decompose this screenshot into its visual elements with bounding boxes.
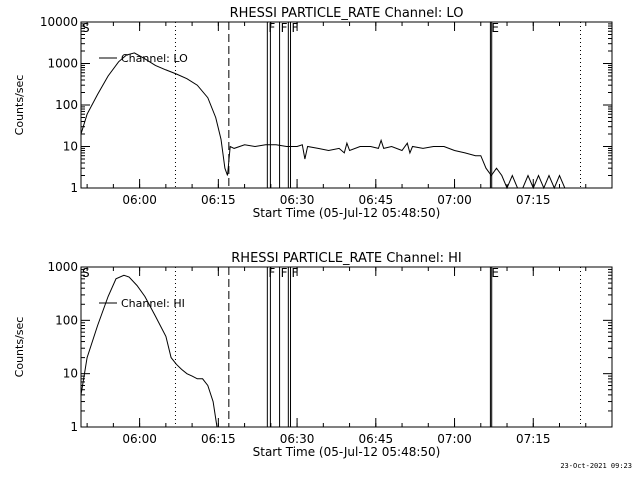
panel-1-y-tick-label: 1 [70,181,78,195]
panel-1-y-tick-label: 1000 [47,57,78,71]
panel-1-y-tick-label: 100 [55,98,78,112]
panel-1-title: RHESSI PARTICLE_RATE Channel: LO [230,6,464,21]
panel-1-x-tick-label: 07:15 [516,193,551,207]
panel-2-x-axis-label: Start Time (05-Jul-12 05:48:50) [253,445,441,459]
panel-2-x-tick-label: 06:15 [201,432,236,446]
panel-1-y-tick-label: 10 [63,140,78,154]
panel-2-series-line [80,274,218,428]
panel-1-x-tick-label: 06:15 [201,193,236,207]
panel-2-x-tick-label: 06:30 [280,432,315,446]
panel-1-plot-frame [80,21,613,189]
panel-1-x-tick-label: 06:45 [359,193,394,207]
panel-1: RHESSI PARTICLE_RATE Channel: LO Counts/s… [13,6,613,220]
panel-1-y-axis-label: Counts/sec [13,75,26,136]
panel-2-corner-label: S [82,266,90,280]
panel-2-vline-label: F [268,266,275,280]
plot-timestamp: 23-Oct-2021 09:23 [560,462,632,470]
panel-2-y-axis-label: Counts/sec [13,317,26,378]
panel-2-x-tick-label: 07:00 [437,432,472,446]
panel-1-x-tick-label: 06:00 [122,193,157,207]
panel-2-legend-label: Channel: HI [121,297,185,310]
panel-2-x-tick-label: 06:45 [359,432,394,446]
panel-1-y-tick-label: 10000 [40,15,78,29]
panel-1-vline-label: E [491,21,499,35]
panel-2-x-tick-label: 06:00 [122,432,157,446]
panel-1-x-axis-label: Start Time (05-Jul-12 05:48:50) [253,206,441,220]
panel-2-plot-frame [80,266,613,428]
panel-2-y-tick-label: 10 [63,367,78,381]
panel-2-vline-label: F [281,266,288,280]
panel-2-x-tick-label: 07:15 [516,432,551,446]
panel-1-series-line [80,52,570,190]
panel-1-legend-label: Channel: LO [121,52,188,65]
panel-2-vline-label: E [491,266,499,280]
panel-1-vline-label: F [268,21,275,35]
panel-2-y-tick-label: 1000 [47,260,78,274]
panel-1-x-tick-label: 07:00 [437,193,472,207]
panel-2-vline-label: F [292,266,299,280]
panel-1-corner-label: S [82,21,90,35]
panel-2-y-tick-label: 100 [55,313,78,327]
panel-1-x-tick-label: 06:30 [280,193,315,207]
panel-1-vline-label: F [281,21,288,35]
panel-2-title: RHESSI PARTICLE_RATE Channel: HI [231,251,461,266]
panel-2-y-tick-label: 1 [70,420,78,434]
panel-1-vline-label: F [292,21,299,35]
panel-2: RHESSI PARTICLE_RATE Channel: HI Counts/s… [13,251,613,459]
